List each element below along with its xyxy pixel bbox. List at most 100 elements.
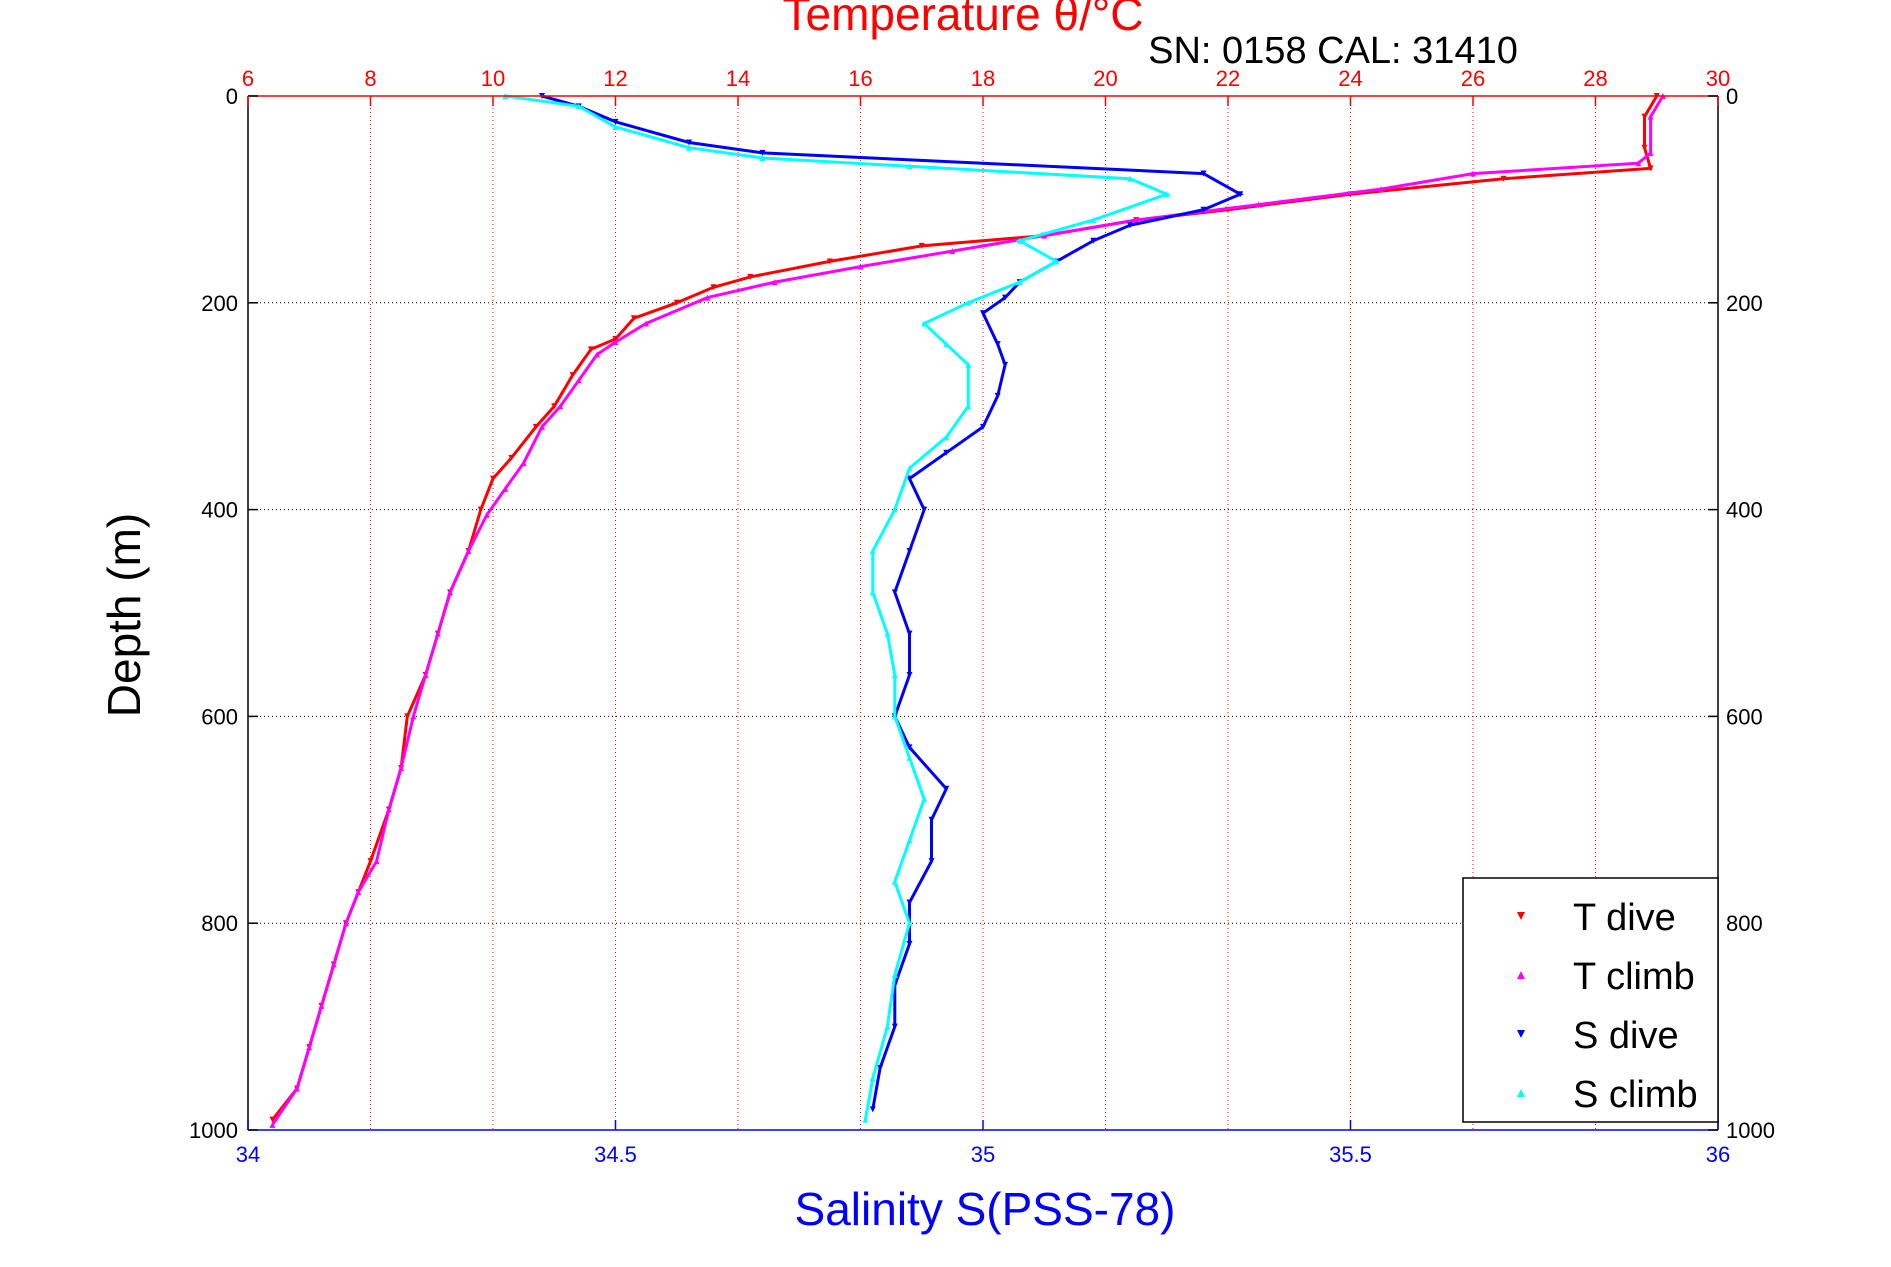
data-point <box>921 796 928 803</box>
temp-tick-label: 26 <box>1461 66 1485 91</box>
data-point <box>306 1044 313 1051</box>
data-point <box>891 1023 898 1030</box>
series-line <box>505 94 1171 1120</box>
y-tick-label-right: 0 <box>1726 84 1738 109</box>
data-point <box>1641 113 1648 120</box>
data-point <box>539 423 545 430</box>
data-point <box>759 149 766 156</box>
data-point <box>949 248 956 255</box>
data-point <box>643 320 650 327</box>
data-point <box>943 434 950 441</box>
data-point <box>1641 144 1648 151</box>
legend-label: T dive <box>1573 897 1676 939</box>
data-point <box>594 351 601 358</box>
y-tick-label: 800 <box>201 911 238 936</box>
data-layer <box>269 93 1666 1128</box>
data-point <box>921 506 928 513</box>
data-point <box>891 506 898 513</box>
legend-marker <box>1517 912 1525 920</box>
legend-marker <box>1517 1089 1525 1097</box>
temp-tick-label: 12 <box>603 66 627 91</box>
data-point <box>906 672 913 679</box>
data-point <box>921 320 928 327</box>
data-point <box>520 460 527 467</box>
data-point <box>906 547 913 554</box>
data-point <box>994 341 1001 348</box>
data-point <box>884 1023 891 1030</box>
data-point <box>980 423 986 430</box>
data-point <box>1127 222 1133 229</box>
temp-tick-label: 24 <box>1338 66 1362 91</box>
data-point <box>398 765 405 772</box>
data-point <box>771 279 778 286</box>
series-s-dive <box>539 93 1244 1113</box>
temp-tick-label: 20 <box>1093 66 1117 91</box>
data-point <box>906 163 913 170</box>
data-point <box>1133 217 1140 224</box>
temp-tick-label: 8 <box>364 66 376 91</box>
temp-tick-label: 16 <box>848 66 872 91</box>
data-point <box>477 506 484 513</box>
data-point <box>704 294 711 301</box>
data-point <box>483 511 490 518</box>
data-point <box>373 858 380 865</box>
data-point <box>1002 361 1009 368</box>
data-point <box>862 1116 869 1123</box>
data-point <box>575 103 582 110</box>
data-point <box>710 284 717 291</box>
data-point <box>891 878 898 885</box>
salinity-tick-label: 35.5 <box>1329 1142 1372 1167</box>
data-point <box>294 1085 300 1092</box>
serial-annotation: SN: 0158 CAL: 31410 <box>1148 30 1518 72</box>
data-point <box>355 889 362 896</box>
data-point <box>508 454 515 461</box>
top-axis-title: Temperature θ/°C <box>783 0 1144 40</box>
data-point <box>1500 175 1507 182</box>
data-point <box>1016 237 1023 244</box>
salinity-tick-label: 35 <box>971 1142 995 1167</box>
data-point <box>1200 206 1207 213</box>
data-point <box>747 273 754 280</box>
data-point <box>759 155 766 162</box>
data-point <box>686 139 692 146</box>
data-point <box>465 547 472 554</box>
data-point <box>1635 160 1642 167</box>
legend-label: S climb <box>1573 1074 1698 1116</box>
salinity-tick-label: 34.5 <box>594 1142 637 1167</box>
data-point <box>891 672 898 679</box>
series-t-climb <box>269 93 1666 1128</box>
data-point <box>943 449 950 456</box>
series-line <box>271 95 1665 1126</box>
data-point <box>877 1064 884 1071</box>
temp-tick-label: 14 <box>726 66 750 91</box>
data-point <box>869 1106 876 1113</box>
data-point <box>551 403 558 410</box>
y-tick-label: 1000 <box>189 1118 238 1143</box>
legend-marker <box>1517 1030 1525 1038</box>
data-point <box>532 423 539 430</box>
data-point <box>965 299 972 306</box>
data-point <box>1647 149 1654 156</box>
data-point <box>857 263 864 270</box>
data-point <box>269 1121 276 1128</box>
data-point <box>1127 175 1133 182</box>
data-point <box>318 1002 325 1009</box>
data-point <box>1647 113 1654 120</box>
data-point <box>330 961 337 968</box>
data-point <box>994 392 1001 399</box>
data-point <box>965 403 972 410</box>
data-point <box>410 713 417 720</box>
y-tick-label: 400 <box>201 498 238 523</box>
data-point <box>569 372 576 379</box>
temp-tick-label: 18 <box>971 66 995 91</box>
series-s-climb <box>502 93 1171 1123</box>
data-point <box>343 920 349 927</box>
data-point <box>1470 170 1476 177</box>
data-point <box>943 785 950 792</box>
data-point <box>404 713 411 720</box>
data-point <box>928 858 935 865</box>
data-point <box>612 335 619 342</box>
bottom-axis-title: Salinity S(PSS-78) <box>795 1183 1176 1235</box>
